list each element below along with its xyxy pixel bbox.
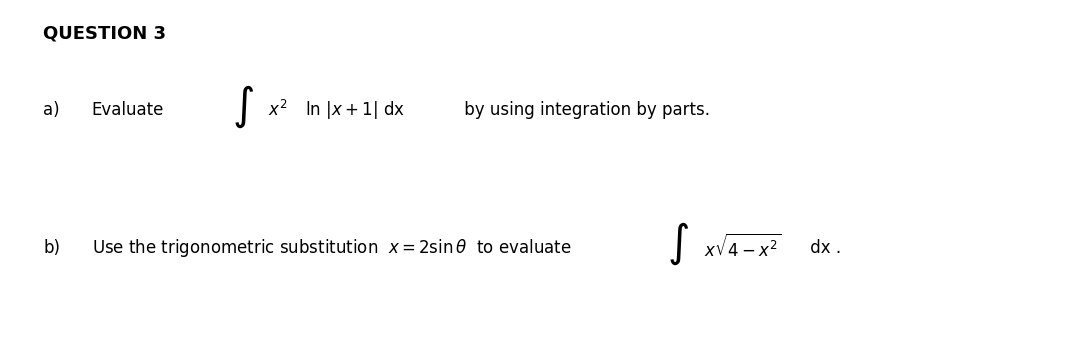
- Text: ln $|x+1|$ dx: ln $|x+1|$ dx: [300, 99, 405, 121]
- Text: $\int$: $\int$: [667, 221, 689, 267]
- Text: by using integration by parts.: by using integration by parts.: [459, 101, 710, 119]
- Text: dx .: dx .: [805, 239, 840, 257]
- Text: $\int$: $\int$: [232, 84, 254, 130]
- Text: $x^2$: $x^2$: [268, 100, 287, 120]
- Text: QUESTION 3: QUESTION 3: [43, 24, 166, 42]
- Text: Use the trigonometric substitution  $x = 2\sin\theta$  to evaluate: Use the trigonometric substitution $x = …: [92, 237, 571, 259]
- Text: a): a): [43, 101, 59, 119]
- Text: b): b): [43, 239, 60, 257]
- Text: $x\sqrt{4-x^2}$: $x\sqrt{4-x^2}$: [704, 234, 782, 261]
- Text: Evaluate: Evaluate: [92, 101, 164, 119]
